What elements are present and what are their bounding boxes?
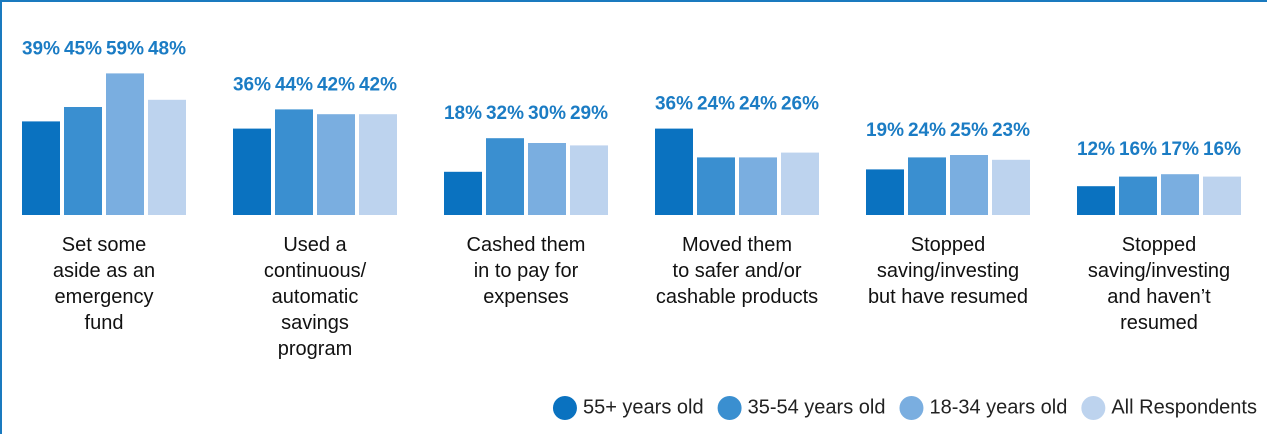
bar — [106, 73, 144, 216]
category-label: Cashed them in to pay for expenses — [466, 234, 586, 308]
value-label: 44% — [275, 74, 313, 95]
legend-label: All Respondents — [1111, 396, 1257, 418]
value-label: 45% — [64, 38, 102, 59]
value-label: 16% — [1203, 139, 1241, 160]
legend-swatch — [552, 396, 577, 420]
bar — [570, 145, 608, 215]
category-label: Stopped saving/investing and haven’t res… — [1087, 234, 1231, 334]
value-label: 42% — [317, 74, 355, 95]
value-label: 29% — [570, 103, 608, 124]
bar — [444, 171, 482, 215]
bar — [1203, 176, 1241, 215]
value-label: 12% — [1077, 139, 1115, 160]
bar — [697, 157, 735, 215]
value-label: 16% — [1119, 139, 1157, 160]
value-label: 32% — [486, 103, 524, 124]
bar — [1119, 176, 1157, 215]
bar — [486, 138, 524, 215]
value-label: 36% — [655, 94, 693, 115]
value-label: 23% — [992, 120, 1030, 141]
value-label: 18% — [444, 103, 482, 124]
bar — [233, 128, 271, 215]
bar — [908, 157, 946, 215]
bar — [317, 114, 355, 215]
category-label: Stopped saving/investing but have resume… — [867, 234, 1029, 308]
legend-swatch — [1081, 396, 1106, 420]
bar — [22, 121, 60, 215]
value-label: 36% — [233, 74, 271, 95]
value-label: 24% — [908, 120, 946, 141]
legend-label: 55+ years old — [583, 396, 704, 418]
bar — [950, 155, 988, 215]
legend-label: 18-34 years old — [929, 396, 1067, 418]
bar — [655, 128, 693, 215]
category-label: Used a continuous/ automatic savings pro… — [263, 234, 367, 360]
value-label: 30% — [528, 103, 566, 124]
bar — [64, 107, 102, 215]
value-label: 59% — [106, 38, 144, 59]
value-label: 26% — [781, 94, 819, 115]
value-label: 25% — [950, 120, 988, 141]
bar — [359, 114, 397, 215]
value-label: 39% — [22, 38, 60, 59]
legend-label: 35-54 years old — [748, 396, 886, 418]
value-label: 17% — [1161, 139, 1199, 160]
category-label: Moved them to safer and/or cashable prod… — [655, 234, 819, 308]
value-label: 24% — [697, 94, 735, 115]
category-label: Set some aside as an emergency fund — [52, 234, 156, 334]
bar — [739, 157, 777, 215]
value-label: 48% — [148, 38, 186, 59]
bar — [781, 152, 819, 215]
legend-swatch — [899, 396, 924, 420]
bar — [148, 99, 186, 215]
value-label: 19% — [866, 120, 904, 141]
bar — [528, 143, 566, 215]
bar — [866, 169, 904, 215]
bar — [1161, 174, 1199, 215]
bar — [992, 159, 1030, 215]
bar — [275, 109, 313, 215]
value-label: 42% — [359, 74, 397, 95]
legend-swatch — [717, 396, 742, 420]
bar — [1077, 186, 1115, 215]
value-label: 24% — [739, 94, 777, 115]
